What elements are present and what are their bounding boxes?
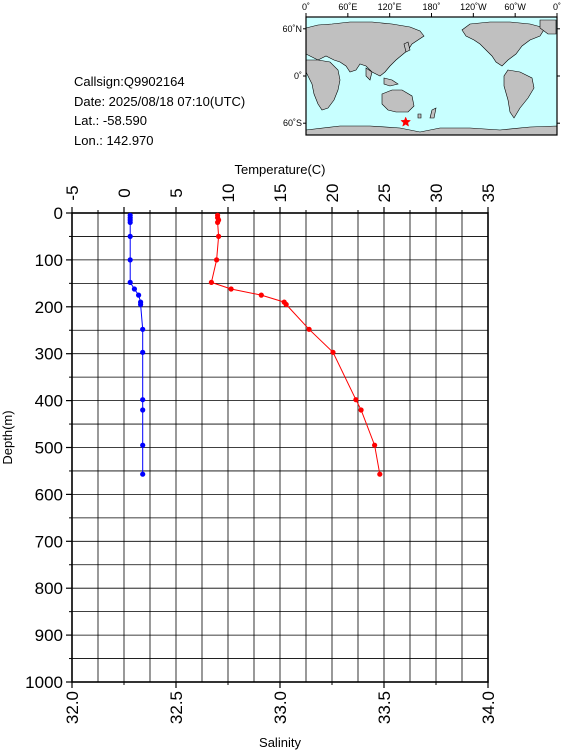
chart-axes: 01002003004005006007008009001000Depth(m)… xyxy=(0,162,498,750)
salinity-data-point xyxy=(131,286,137,292)
salinity-data-point xyxy=(140,397,146,403)
chart-series xyxy=(127,212,383,477)
temperature-data-point xyxy=(214,257,220,263)
salinity-axis-label: Salinity xyxy=(259,735,301,750)
salinity-data-point xyxy=(140,349,146,355)
callsign-text: Callsign:Q9902164 xyxy=(74,74,185,89)
map-lon-label: 0˚ xyxy=(302,2,310,12)
depth-tick-label: 800 xyxy=(35,579,63,598)
depth-tick-label: 400 xyxy=(35,392,63,411)
temperature-tick-label: 15 xyxy=(271,184,290,203)
salinity-tick-label: 33.0 xyxy=(271,691,290,724)
map-lat-label: 0˚ xyxy=(294,71,302,81)
depth-tick-label: 0 xyxy=(54,204,63,223)
map-lon-label: 0˚ xyxy=(553,2,561,12)
temperature-data-point xyxy=(377,471,383,477)
map-land xyxy=(305,19,558,136)
salinity-data-point xyxy=(138,301,144,308)
salinity-data-point xyxy=(127,279,133,285)
map-lat-label: 60˚N xyxy=(282,24,302,34)
salinity-data-point xyxy=(127,219,133,225)
salinity-profile-line xyxy=(129,215,144,475)
salinity-data-point xyxy=(127,233,133,239)
map-lon-label: 120˚W xyxy=(460,2,487,12)
map-lat-label: 60˚S xyxy=(283,118,302,128)
temperature-profile-line xyxy=(210,215,381,475)
temperature-tick-label: 25 xyxy=(375,184,394,203)
depth-tick-label: 200 xyxy=(35,298,63,317)
depth-tick-label: 500 xyxy=(35,439,63,458)
temperature-data-point xyxy=(208,279,214,285)
temperature-data-point xyxy=(330,349,336,355)
temperature-data-point xyxy=(353,397,359,403)
salinity-tick-label: 33.5 xyxy=(375,691,394,724)
chart-grid xyxy=(71,212,489,683)
salinity-tick-label: 32.5 xyxy=(167,691,186,724)
depth-tick-label: 300 xyxy=(35,345,63,364)
temperature-tick-label: 0 xyxy=(115,188,134,197)
salinity-data-point xyxy=(140,407,146,413)
depth-tick-label: 900 xyxy=(35,626,63,645)
salinity-data-point xyxy=(140,471,146,477)
float-info-block: Callsign:Q9902164 Date: 2025/08/18 07:10… xyxy=(74,72,245,150)
temperature-tick-label: 30 xyxy=(427,184,446,203)
map-lon-label: 180˚ xyxy=(422,2,440,12)
map-labels: 0˚ 60˚E 120˚E 180˚ 120˚W 60˚W 0˚ 60˚N 0˚ 60˚S xyxy=(282,2,561,128)
temperature-data-point xyxy=(216,233,222,239)
salinity-data-point xyxy=(140,326,146,332)
date-text: Date: 2025/08/18 07:10(UTC) xyxy=(74,93,246,109)
float-location-marker xyxy=(400,116,412,127)
salinity-data-point xyxy=(127,257,133,263)
temperature-data-point xyxy=(258,292,264,298)
map-lon-label: 120˚E xyxy=(378,2,402,12)
temperature-data-point xyxy=(306,326,312,332)
salinity-data-point xyxy=(140,442,146,448)
latitude-text: Lat.: -58.590 xyxy=(74,113,147,128)
temperature-tick-label: 5 xyxy=(167,188,186,197)
temperature-tick-label: -5 xyxy=(63,185,82,200)
depth-tick-label: 1000 xyxy=(25,673,63,692)
temperature-data-point xyxy=(372,442,378,448)
temperature-data-point xyxy=(215,219,221,225)
map-lon-label: 60˚W xyxy=(504,2,526,12)
map-lon-label: 60˚E xyxy=(338,2,357,12)
depth-axis-label: Depth(m) xyxy=(0,410,15,464)
longitude-text: Lon.: 142.970 xyxy=(74,132,154,148)
salinity-tick-label: 32.0 xyxy=(63,691,82,724)
temperature-data-point xyxy=(358,407,364,413)
salinity-data-point xyxy=(136,292,142,298)
temperature-tick-label: 20 xyxy=(323,184,342,203)
depth-tick-label: 100 xyxy=(35,251,63,270)
temperature-tick-label: 35 xyxy=(479,184,498,203)
depth-tick-label: 700 xyxy=(35,532,63,551)
temperature-tick-label: 10 xyxy=(219,184,238,203)
temperature-data-point xyxy=(228,286,234,292)
temperature-axis-label: Temperature(C) xyxy=(234,162,325,177)
temperature-data-point xyxy=(283,301,289,308)
salinity-tick-label: 34.0 xyxy=(479,691,498,724)
depth-tick-label: 600 xyxy=(35,485,63,504)
